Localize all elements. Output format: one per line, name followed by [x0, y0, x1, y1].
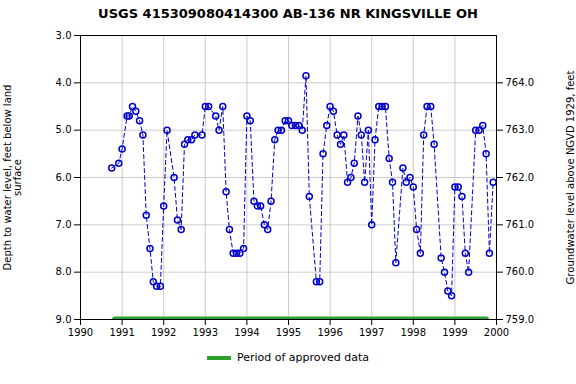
svg-text:Depth to water level, feet bel: Depth to water level, feet below landsur… [2, 85, 23, 271]
svg-text:1997: 1997 [359, 327, 384, 338]
svg-text:1990: 1990 [68, 327, 93, 338]
svg-text:4.0: 4.0 [56, 77, 72, 88]
svg-text:2000: 2000 [484, 327, 509, 338]
svg-text:1995: 1995 [276, 327, 301, 338]
svg-text:1993: 1993 [193, 327, 218, 338]
svg-text:1991: 1991 [109, 327, 134, 338]
svg-text:3.0: 3.0 [56, 30, 72, 41]
svg-text:1992: 1992 [151, 327, 176, 338]
svg-text:1998: 1998 [401, 327, 426, 338]
svg-text:763.0: 763.0 [506, 124, 535, 135]
svg-text:760.0: 760.0 [506, 266, 535, 277]
svg-text:1994: 1994 [234, 327, 259, 338]
svg-text:8.0: 8.0 [56, 266, 72, 277]
svg-text:764.0: 764.0 [506, 77, 535, 88]
svg-text:7.0: 7.0 [56, 219, 72, 230]
svg-text:5.0: 5.0 [56, 124, 72, 135]
svg-text:762.0: 762.0 [506, 172, 535, 183]
svg-text:6.0: 6.0 [56, 172, 72, 183]
svg-text:1999: 1999 [442, 327, 467, 338]
svg-text:9.0: 9.0 [56, 314, 72, 325]
html-text:Period of approved data: Period of approved data [236, 351, 370, 364]
svg-text:Groundwater level above NGVD 1: Groundwater level above NGVD 1929, feet [565, 71, 576, 285]
svg-text:761.0: 761.0 [506, 219, 535, 230]
svg-text:759.0: 759.0 [506, 314, 535, 325]
svg-text:1996: 1996 [317, 327, 342, 338]
html-text:USGS 415309080414300 AB-136 NR: USGS 415309080414300 AB-136 NR KINGSVILL… [98, 6, 478, 21]
